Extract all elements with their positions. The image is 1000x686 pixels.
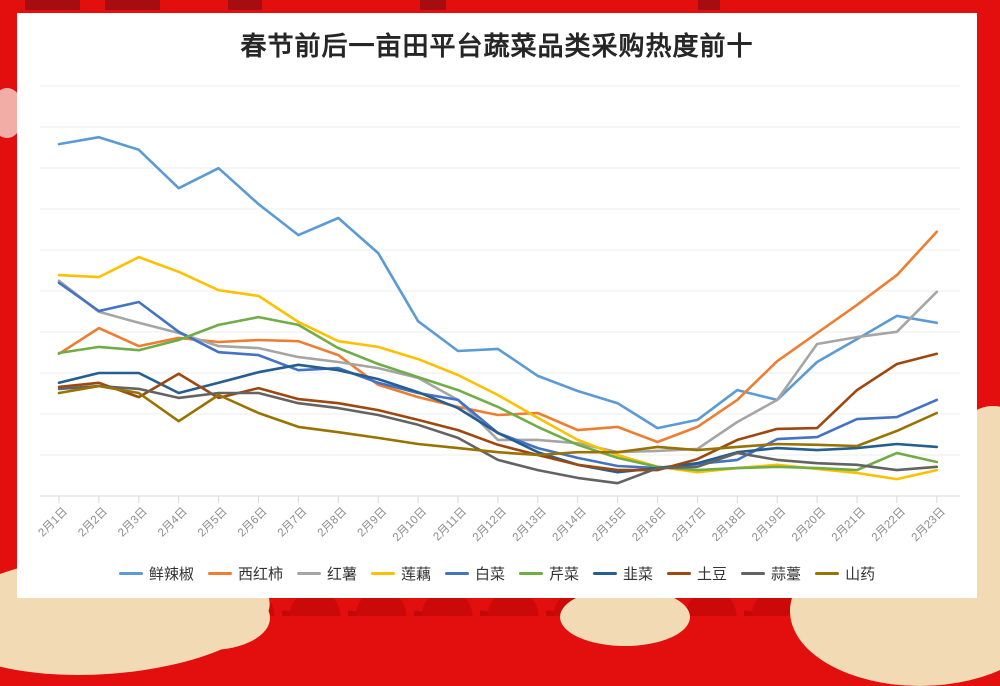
x-axis-label: 2月22日 <box>870 506 908 544</box>
series-line-土豆 <box>57 352 939 472</box>
legend-item-韭菜: 韭菜 <box>593 563 653 584</box>
legend-item-莲藕: 莲藕 <box>370 563 431 584</box>
x-axis-label: 2月18日 <box>710 506 748 544</box>
x-axis-label: 2月5日 <box>196 506 230 540</box>
x-axis-label: 2月10日 <box>391 506 429 544</box>
chart-legend: 鲜辣椒 西红柿 红薯 莲藕 白菜 芹菜 韭菜 土豆 蒜薹 山药 <box>17 563 977 584</box>
lantern-tassel-decoration <box>228 0 262 10</box>
legend-item-红薯: 红薯 <box>296 563 357 584</box>
x-axis-label: 2月8日 <box>316 506 350 540</box>
legend-label: 红薯 <box>326 566 357 583</box>
legend-label: 芹菜 <box>549 566 580 583</box>
legend-item-白菜: 白菜 <box>444 563 505 584</box>
series-line-山药 <box>57 384 939 457</box>
lantern-tassel-decoration <box>105 0 160 10</box>
x-axis-label: 2月17日 <box>670 506 708 544</box>
x-axis-label: 2月14日 <box>551 506 589 544</box>
legend-label: 莲藕 <box>400 566 431 583</box>
legend-item-鲜辣椒: 鲜辣椒 <box>118 563 194 584</box>
legend-label: 鲜辣椒 <box>148 566 194 583</box>
legend-swatch <box>118 572 143 575</box>
x-axis-label: 2月2日 <box>76 506 110 540</box>
x-axis-label: 2月1日 <box>36 506 70 540</box>
lantern-tassel-decoration <box>698 0 720 10</box>
legend-swatch <box>207 572 232 575</box>
x-axis-label: 2月21日 <box>830 506 868 544</box>
x-axis-label: 2月12日 <box>471 506 509 544</box>
x-axis-label: 2月6日 <box>236 506 270 540</box>
series-line-蒜薹 <box>57 384 939 485</box>
legend-item-芹菜: 芹菜 <box>519 563 579 584</box>
legend-swatch <box>370 572 395 575</box>
x-axis-label: 2月15日 <box>590 506 628 544</box>
x-axis-label: 2月9日 <box>356 506 390 540</box>
x-axis-label: 2月19日 <box>750 506 788 544</box>
legend-swatch <box>519 572 543 575</box>
series-line-芹菜 <box>57 315 939 472</box>
x-axis-label: 2月3日 <box>116 506 150 540</box>
chart-card: 春节前后一亩田平台蔬菜品类采购热度前十 2月1日 2月2日 2月3日 2月4日 2月5日… <box>17 13 977 598</box>
legend-swatch <box>593 572 618 575</box>
legend-label: 白菜 <box>474 566 505 583</box>
page-title: 春节前后一亩田平台蔬菜品类采购热度前十 <box>240 31 754 61</box>
x-axis-label: 2月7日 <box>276 506 310 540</box>
legend-item-土豆: 土豆 <box>667 563 727 584</box>
x-axis-label: 2月13日 <box>511 506 549 544</box>
legend-item-山药: 山药 <box>815 563 875 584</box>
legend-label: 韭菜 <box>623 566 654 583</box>
x-axis-label: 2月20日 <box>790 506 828 544</box>
legend-label: 西红柿 <box>237 566 283 583</box>
series-line-鲜辣椒 <box>57 135 939 430</box>
legend-swatch <box>667 572 692 575</box>
series-line-韭菜 <box>57 363 939 474</box>
legend-label: 蒜薹 <box>771 566 802 583</box>
line-chart: 2月1日 2月2日 2月3日 2月4日 2月5日 2月6日 2月7日 2月8日 2月9日 2月10… <box>36 85 960 544</box>
x-axis-label: 2月23日 <box>910 506 948 544</box>
lantern-tassel-decoration <box>420 0 446 10</box>
legend-label: 土豆 <box>697 566 728 583</box>
legend-swatch <box>296 572 321 575</box>
legend-swatch <box>815 572 840 575</box>
legend-item-蒜薹: 蒜薹 <box>741 563 801 584</box>
lantern-tassel-decoration <box>25 0 80 10</box>
x-axis-label: 2月11日 <box>431 506 469 544</box>
x-axis-label: 2月16日 <box>630 506 668 544</box>
legend-swatch <box>444 572 469 575</box>
series-line-红薯 <box>57 279 939 454</box>
legend-swatch <box>741 572 766 575</box>
legend-label: 山药 <box>845 566 876 583</box>
legend-item-西红柿: 西红柿 <box>207 563 283 584</box>
x-axis-label: 2月4日 <box>156 506 190 540</box>
